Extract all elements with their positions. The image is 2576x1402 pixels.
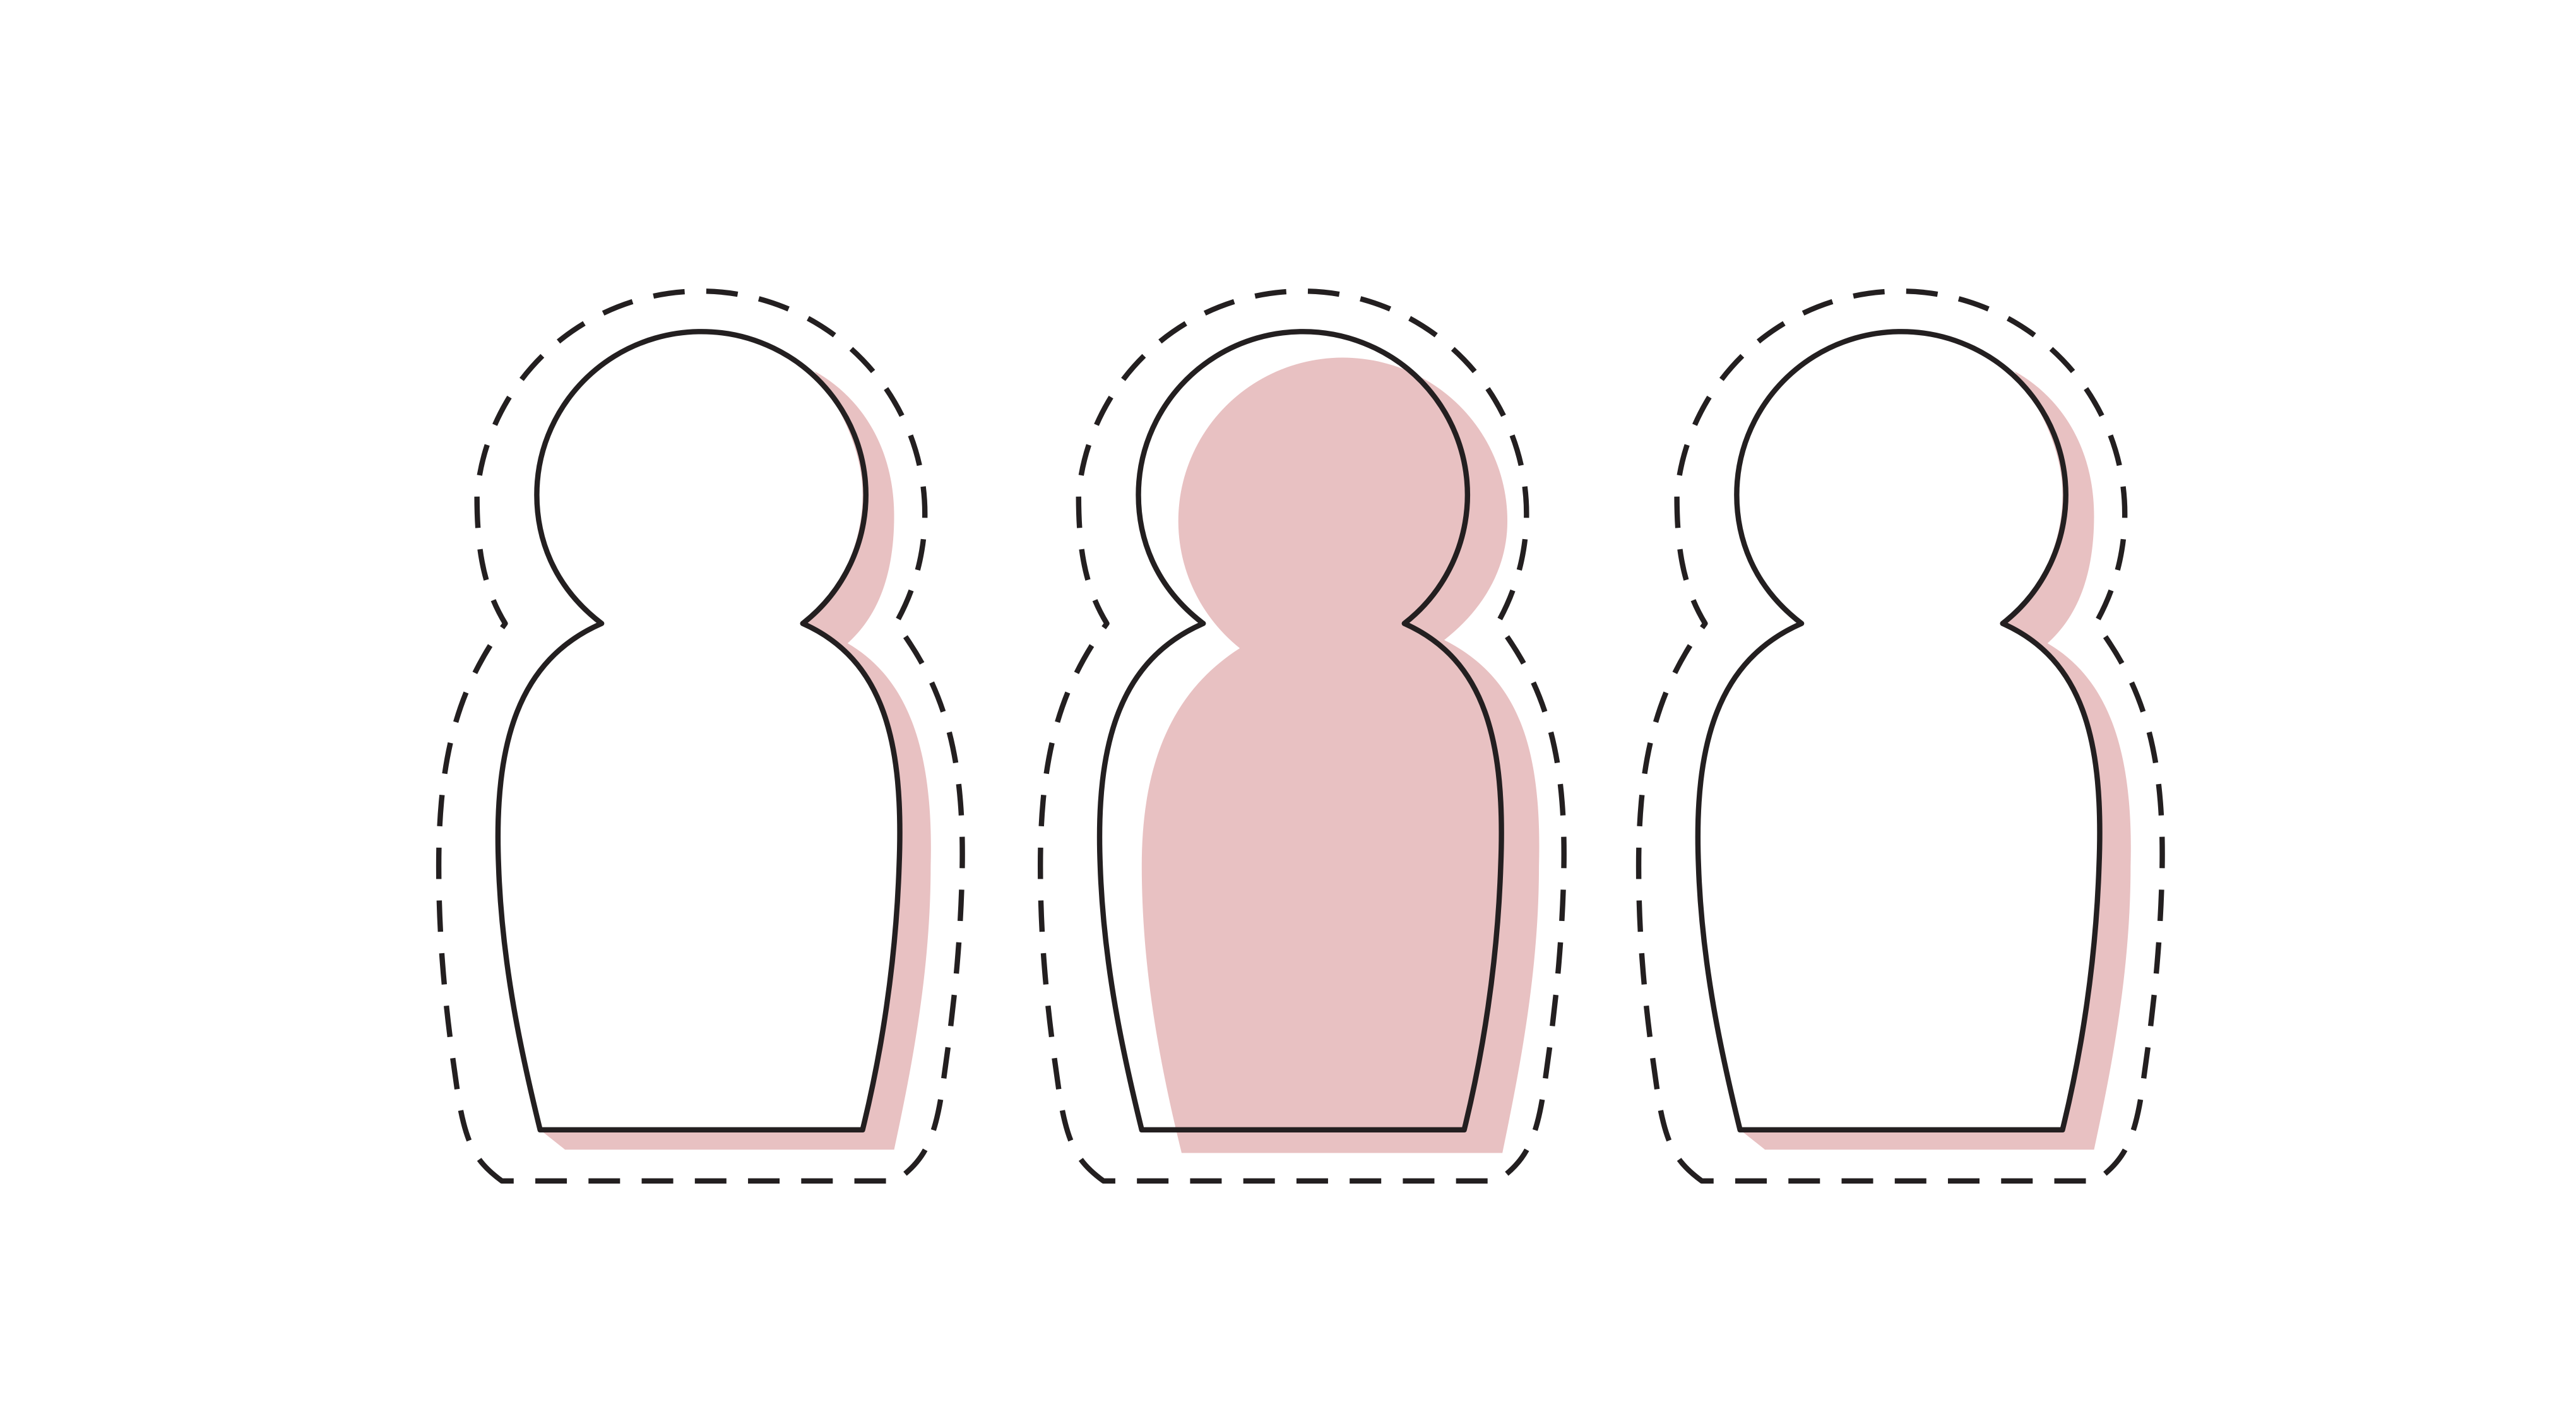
person-outline [1698,331,2100,1130]
person-center-icon [1040,291,1564,1181]
person-left-icon [439,291,963,1181]
person-outline [498,331,900,1130]
person-right-icon [1639,291,2163,1181]
pink-shadow-shape [1740,371,2131,1150]
pink-shadow-shape [540,371,931,1150]
pink-fill-shape [1141,357,1540,1153]
